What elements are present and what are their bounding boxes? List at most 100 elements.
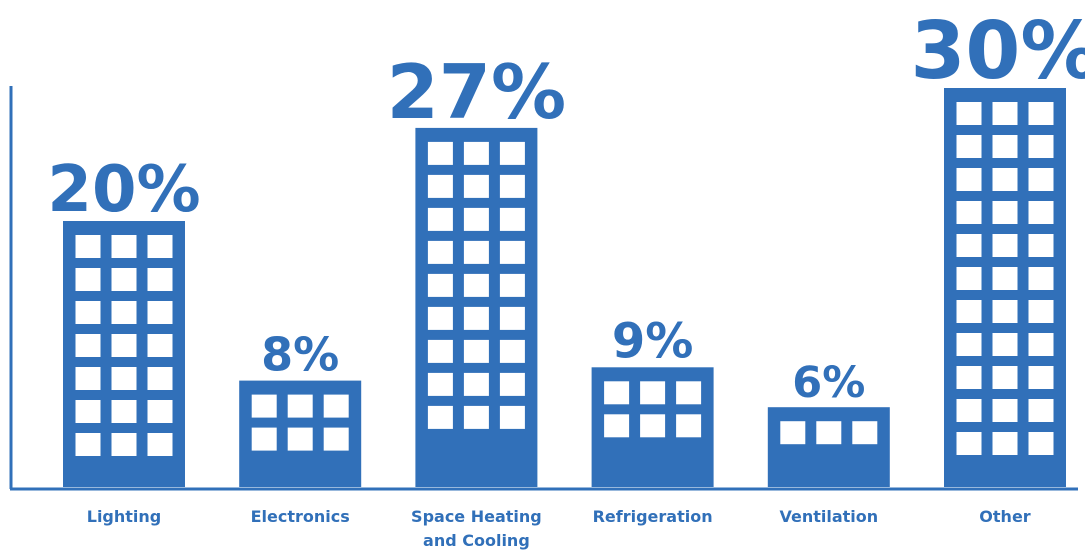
bar-window: [992, 168, 1018, 191]
bar-window: [499, 141, 525, 165]
bar-window: [75, 433, 101, 456]
bar-window: [147, 400, 173, 423]
bar-window: [427, 141, 453, 165]
bar-window: [463, 273, 489, 297]
bar-window: [427, 306, 453, 330]
bar-window: [956, 333, 982, 356]
category-label-line: Ventilation: [779, 507, 878, 526]
bar-window: [147, 235, 173, 258]
bar-window: [427, 207, 453, 231]
value-label: 8%: [261, 328, 339, 382]
bar-window: [111, 400, 137, 423]
bar-window: [463, 141, 489, 165]
bar-window: [780, 421, 806, 445]
bar-group: [944, 88, 1066, 487]
bar-window: [1028, 300, 1054, 323]
bar-window: [147, 433, 173, 456]
category-label-line: Electronics: [251, 507, 350, 526]
category-label-line: and Cooling: [423, 531, 530, 550]
bar-window: [956, 135, 982, 158]
bar-window: [111, 433, 137, 456]
category-label: Ventilation: [779, 507, 878, 526]
bar-window: [1028, 333, 1054, 356]
bar-window: [852, 421, 878, 445]
bar-window: [499, 174, 525, 198]
bar-window: [463, 306, 489, 330]
bar-group: [63, 221, 185, 487]
bar-window: [956, 201, 982, 224]
bars: [63, 88, 1066, 488]
bar-window: [1028, 399, 1054, 422]
bar-window: [499, 405, 525, 429]
bar-window: [427, 339, 453, 363]
bar-window: [323, 394, 349, 418]
bar-window: [992, 399, 1018, 422]
bar-window: [640, 381, 666, 405]
bar-window: [75, 334, 101, 357]
bar-window: [676, 381, 702, 405]
bar-window: [956, 432, 982, 455]
value-label: 9%: [612, 313, 694, 369]
category-label: Refrigeration: [593, 507, 713, 526]
bar-window: [1028, 234, 1054, 257]
bar-window: [992, 300, 1018, 323]
bar-window: [992, 102, 1018, 125]
value-label: 30%: [910, 5, 1085, 97]
bar-window: [287, 394, 313, 418]
bar: [767, 407, 890, 487]
bar-window: [992, 201, 1018, 224]
bar-window: [427, 174, 453, 198]
bar-window: [147, 367, 173, 390]
bar-window: [992, 432, 1018, 455]
bar-window: [956, 399, 982, 422]
bar-window: [992, 135, 1018, 158]
bar-window: [1028, 102, 1054, 125]
bar-window: [111, 301, 137, 324]
bar-window: [251, 427, 277, 451]
bar-window: [111, 367, 137, 390]
bar-window: [992, 234, 1018, 257]
bar-window: [499, 372, 525, 396]
bar-window: [1028, 201, 1054, 224]
bar-window: [816, 421, 842, 445]
bar-window: [75, 367, 101, 390]
bar-window: [251, 394, 277, 418]
bar-window: [956, 366, 982, 389]
bar-window: [463, 207, 489, 231]
bar-window: [111, 334, 137, 357]
bar-window: [287, 427, 313, 451]
bar-window: [604, 381, 630, 405]
bar-group: [591, 367, 714, 487]
bar-window: [676, 414, 702, 438]
bar-window: [499, 273, 525, 297]
bar-window: [1028, 267, 1054, 290]
bar-window: [147, 268, 173, 291]
category-label: Other: [979, 507, 1030, 526]
bar-window: [147, 301, 173, 324]
bar-window: [956, 267, 982, 290]
bar-group: [239, 380, 362, 487]
bar-window: [111, 235, 137, 258]
bar-window: [956, 234, 982, 257]
bar-window: [463, 240, 489, 264]
bar-window: [75, 400, 101, 423]
bar-window: [463, 405, 489, 429]
value-label: 27%: [387, 48, 567, 136]
bar-window: [956, 300, 982, 323]
bar-window: [992, 366, 1018, 389]
bar-window: [427, 273, 453, 297]
bar-window: [604, 414, 630, 438]
category-label-line: Space Heating: [411, 507, 542, 526]
bar-window: [499, 306, 525, 330]
bar-window: [1028, 432, 1054, 455]
bar-window: [1028, 168, 1054, 191]
bar-window: [499, 207, 525, 231]
bar-window: [427, 240, 453, 264]
bar-window: [75, 301, 101, 324]
bar-window: [147, 334, 173, 357]
bar-window: [956, 102, 982, 125]
labels: 20% Lighting 8% Electronics 27% Space Heating…: [47, 5, 1085, 550]
bar-window: [1028, 135, 1054, 158]
category-label-line: Lighting: [87, 507, 162, 526]
